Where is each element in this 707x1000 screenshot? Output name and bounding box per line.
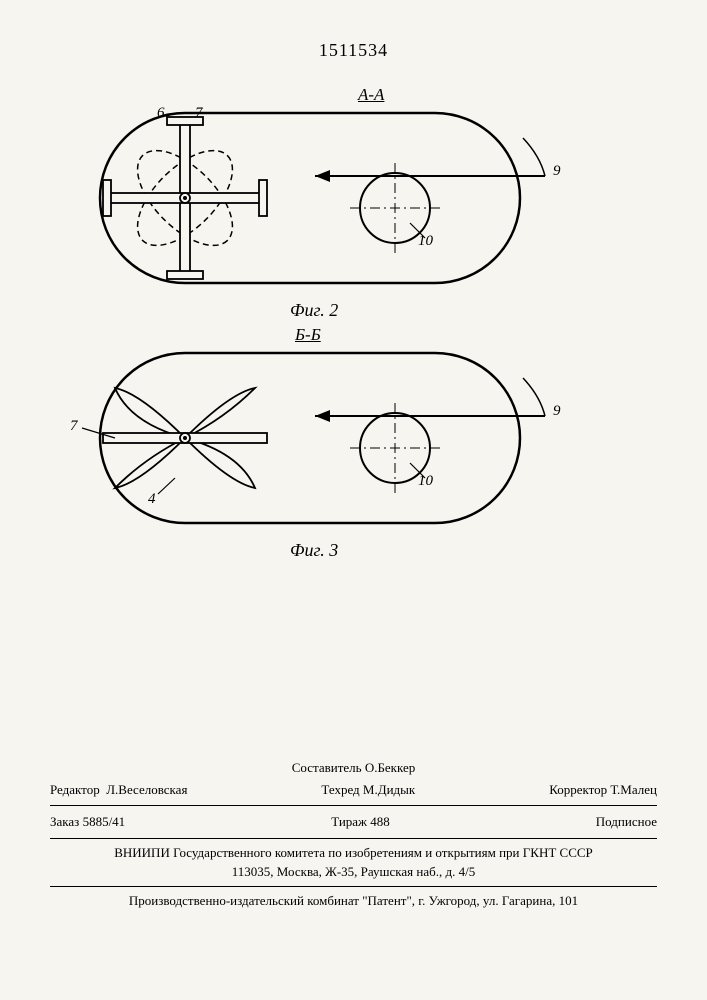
- patent-page: 1511534 А-А: [0, 0, 707, 1000]
- compiler-label: Составитель: [292, 760, 362, 775]
- figure-2-svg: [85, 108, 565, 298]
- tirazh-num: 488: [370, 814, 390, 829]
- fig2-ref-6: 6: [157, 105, 165, 122]
- corrector-label: Корректор: [549, 782, 607, 797]
- editor-name: Л.Веселовская: [106, 782, 187, 797]
- fig3-ref-9: 9: [553, 403, 561, 420]
- fig3-ref-7: 7: [70, 418, 78, 435]
- podpisnoe: Подписное: [596, 812, 657, 832]
- fig3-leader-10: [405, 458, 435, 483]
- section-label-aa: А-А: [358, 85, 384, 105]
- editor-label: Редактор: [50, 782, 100, 797]
- order-label: Заказ: [50, 814, 79, 829]
- fig3-caption: Фиг. 3: [290, 540, 338, 561]
- figure-3: 7 4 9 10: [85, 348, 565, 543]
- fig2-ref-7: 7: [195, 105, 203, 122]
- fig2-caption: Фиг. 2: [290, 300, 338, 321]
- compiler-name: О.Беккер: [365, 760, 415, 775]
- publisher-line: Производственно-издательский комбинат "П…: [50, 891, 657, 911]
- patent-number: 1511534: [0, 40, 707, 61]
- fig2-leader-10: [405, 218, 435, 243]
- fig2-ref-9: 9: [553, 163, 561, 180]
- figure-2: 6 7 9 10: [85, 108, 565, 303]
- section-label-bb: Б-Б: [295, 325, 321, 345]
- imprint-block: Составитель О.Беккер Редактор Л.Веселовс…: [50, 758, 657, 910]
- tehred-label: Техред: [321, 782, 359, 797]
- vniip-line1: ВНИИПИ Государственного комитета по изоб…: [50, 843, 657, 863]
- tehred-name: М.Дидык: [363, 782, 415, 797]
- tirazh-label: Тираж: [331, 814, 367, 829]
- vniip-line2: 113035, Москва, Ж-35, Раушская наб., д. …: [50, 862, 657, 882]
- corrector-name: Т.Малец: [610, 782, 657, 797]
- order-num: 5885/41: [83, 814, 126, 829]
- fig3-leader-4: [155, 476, 180, 498]
- fig3-leader-7: [80, 423, 120, 443]
- figure-3-svg: [85, 348, 565, 538]
